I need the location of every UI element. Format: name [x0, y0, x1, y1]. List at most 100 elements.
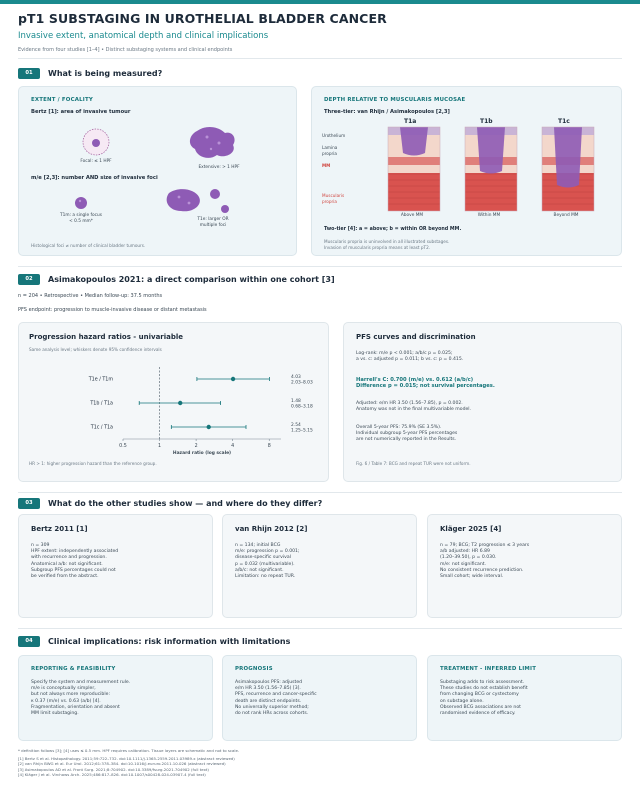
implication-card-prognosis: PROGNOSIS Asimakopoulos PFS: adjusted e/…: [222, 655, 417, 741]
bertz-line: Bertz [1]: area of invasive tumour: [31, 109, 131, 115]
tissue-column-frame: [541, 126, 595, 212]
depth-panel: DEPTH RELATIVE TO MUSCULARIS MUCOSAE Thr…: [311, 86, 622, 256]
reference-item: [3] Asimakopoulos AD et al. Front Surg. …: [18, 766, 209, 772]
bottom-label-above: Above MM: [400, 213, 424, 218]
cohort-meta: n = 204 • Retrospective • Median follow-…: [18, 293, 163, 299]
implication-card-title: REPORTING & FEASIBILITY: [31, 666, 116, 672]
t1m-focus-icon: [75, 197, 87, 209]
tissue-layer-diagram: [387, 126, 595, 212]
point-estimate: [206, 424, 211, 430]
pfs-heading: PFS curves and discrimination: [356, 333, 476, 341]
section-title: Clinical implications: risk information …: [48, 636, 291, 646]
t1e-small-focus-icon: [210, 189, 220, 199]
t1e-small-focus-icon: [221, 205, 229, 213]
x-tick-label: 2: [195, 443, 198, 449]
col-label-t1b: T1b: [480, 118, 493, 125]
study-card-title: van Rhijn 2012 [2]: [235, 525, 308, 533]
section-title: What do the other studies show — and whe…: [48, 498, 323, 508]
tumour-invasion-shape: [554, 127, 582, 188]
implication-card-body: Substaging adds to risk assessment. Thes…: [440, 680, 528, 717]
bottom-label-beyond: Beyond MM: [553, 213, 579, 218]
point-estimate: [230, 376, 236, 382]
pfs-endpoint: PFS endpoint: progression to muscle-inva…: [18, 307, 207, 313]
adjusted-text: Adjusted: e/m HR 3.50 (1.56–7.85), p = 0…: [356, 401, 472, 413]
layer-label-urothelium: Urothelium: [322, 133, 346, 138]
tissue-column-frame: [464, 126, 518, 212]
extensive-focus-icon: [189, 126, 235, 158]
study-card-bertz: Bertz 2011 [1] n = 309 HPF extent: indep…: [18, 514, 213, 618]
tumour-invasion-shape: [477, 127, 505, 174]
hr-value-label: 1.25–5.15: [291, 428, 313, 434]
t1e-caption: T1e: larger OR multiple foci: [197, 217, 229, 228]
point-estimate: [178, 400, 183, 406]
hr-value-label: 4.03: [291, 374, 301, 380]
two-tier-line: Two-tier [4]: a = above; b = within OR b…: [324, 227, 462, 232]
focal-caption: Focal: ≤ 1 HPF: [80, 159, 112, 164]
overall-pfs-text: Overall 5-year PFS: 75.9% (SE 3.5%). Ind…: [356, 425, 458, 443]
col-label-t1c: T1c: [558, 118, 570, 125]
section-1-header: 01 What is being measured?: [18, 66, 162, 80]
extent-panel: EXTENT / FOCALITY Bertz [1]: area of inv…: [18, 86, 297, 256]
section-2-header: 02 Asimakopoulos 2021: a direct comparis…: [18, 272, 335, 286]
row-label: T1c / T1a: [90, 425, 113, 431]
section-number: 02: [18, 273, 40, 285]
footer-footnote: * definition follows [3]; [4] uses ≤ 0.5…: [18, 748, 240, 753]
forest-subheading: Same analysis level; whiskers denote 95%…: [29, 347, 162, 352]
section-number: 03: [18, 497, 40, 509]
hr-value-label: 2.03–8.03: [291, 380, 313, 386]
depth-note: Muscularis propria is uninvolved in all …: [324, 239, 450, 250]
col-label-t1a: T1a: [404, 118, 417, 125]
extensive-caption: Extensive: > 1 HPF: [198, 165, 240, 170]
implication-card-title: TREATMENT - INFERRED LIMIT: [440, 666, 537, 672]
top-accent-bar: [0, 0, 640, 4]
logrank-text: Log-rank: m/e p < 0.001; a/b/c p = 0.025…: [356, 351, 464, 363]
depth-heading: DEPTH RELATIVE TO MUSCULARIS MUCOSAE: [324, 97, 466, 103]
section-number: 04: [18, 635, 40, 647]
x-axis-label: Hazard ratio (log scale): [173, 450, 231, 456]
implication-card-body: Asimakopoulos PFS: adjusted e/m HR 3.50 …: [235, 680, 317, 717]
study-card-body: n = 134; initial BCG m/e: progression p …: [235, 543, 300, 580]
study-card-title: Kläger 2025 [4]: [440, 525, 502, 533]
muscularis-mucosae-layer: [388, 157, 440, 165]
t1m-caption: T1m: a single focus < 0.5 mm*: [60, 213, 102, 224]
x-tick-label: 4: [231, 443, 234, 449]
extent-illustration: [75, 126, 235, 213]
divider: [18, 58, 622, 59]
extent-heading: EXTENT / FOCALITY: [31, 97, 93, 103]
reference-item: [2] van Rhijn BWG et al. Eur Urol. 2012;…: [18, 761, 226, 767]
reference-item: [1] Bertz S et al. Histopathology. 2011;…: [18, 756, 235, 761]
study-card-body: n = 309 HPF extent: independently associ…: [31, 543, 119, 580]
me-line: m/e [2,3]: number AND size of invasive f…: [31, 175, 158, 181]
focal-focus-icon: [92, 139, 100, 147]
x-tick-label: 8: [268, 443, 271, 449]
tissue-column-frame: [387, 126, 441, 212]
hr-value-label: 0.68–3.18: [291, 404, 313, 410]
reference-item: [4] Kläger J et al. Virchows Arch. 2025;…: [18, 772, 206, 778]
implication-card-reporting: REPORTING & FEASIBILITY Specify the syst…: [18, 655, 213, 741]
hr-value-label: 2.54: [291, 422, 301, 428]
layer-label-mm: MM: [322, 163, 331, 168]
three-tier-line: Three-tier: van Rhijn / Asimakopoulos [2…: [324, 109, 450, 115]
page-subtitle: Invasive extent, anatomical depth and cl…: [18, 31, 269, 41]
layer-label-mp: Muscularis propria: [322, 193, 345, 204]
section-4-header: 04 Clinical implications: risk informati…: [18, 634, 290, 648]
study-card-klager: Kläger 2025 [4] n = 79; BCG; T2 progress…: [427, 514, 622, 618]
pfs-panel: PFS curves and discrimination Log-rank: …: [343, 322, 622, 482]
section-title: What is being measured?: [48, 68, 163, 78]
implication-card-treatment: TREATMENT - INFERRED LIMIT Substaging ad…: [427, 655, 622, 741]
forest-heading: Progression hazard ratios - univariable: [29, 333, 184, 341]
implication-card-title: PROGNOSIS: [235, 666, 273, 672]
pfs-fig-note: Fig. 6 / Table 7: BCG and repeat TUR wer…: [356, 461, 471, 466]
extent-note: Histological foci ≠ number of clinical b…: [31, 243, 146, 248]
forest-plot: 0.5 1 2 4 8 Hazard ratio (log scale) T1e / T1m…: [88, 367, 313, 456]
study-card-vanrhijn: van Rhijn 2012 [2] n = 134; initial BCG …: [222, 514, 417, 618]
divider: [18, 492, 622, 493]
lamina-propria-layer: [388, 165, 440, 173]
implication-card-body: Specify the system and measurement rule.…: [31, 680, 131, 717]
t1e-large-focus-icon: [166, 189, 200, 212]
study-card-title: Bertz 2011 [1]: [31, 525, 88, 533]
section-title: Asimakopoulos 2021: a direct comparison …: [48, 274, 335, 284]
forest-footnote: HR > 1: higher progression hazard than t…: [29, 461, 157, 466]
x-tick-label: 0.5: [119, 443, 127, 449]
study-card-body: n = 79; BCG; T2 progression ≤ 3 years a/…: [440, 543, 530, 580]
